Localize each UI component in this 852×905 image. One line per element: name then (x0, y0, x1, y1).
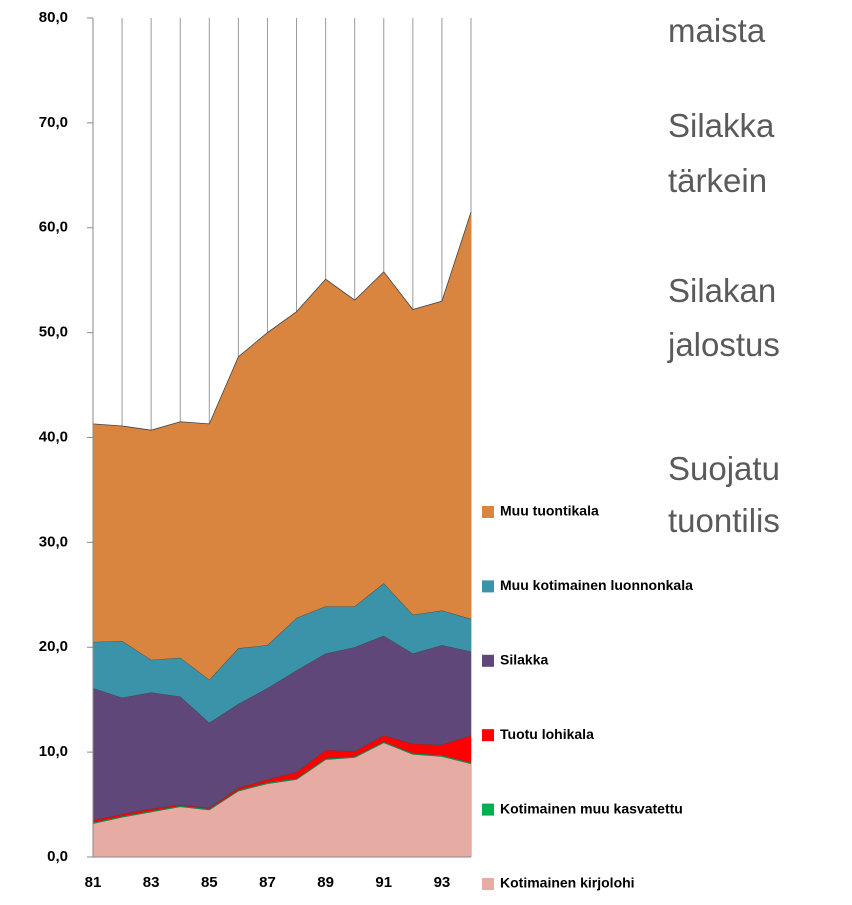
area (93, 742, 471, 857)
legend-label: Kotimainen kirjolohi (500, 875, 635, 891)
side-text: maista (668, 12, 766, 49)
area-edge (92, 741, 472, 823)
y-tick-label: 30,0 (39, 533, 68, 550)
side-text: Silakan (668, 272, 776, 309)
x-tick-label: 91 (375, 874, 392, 891)
area (93, 635, 471, 821)
side-text: tärkein (668, 162, 767, 199)
legend-swatch (482, 654, 494, 667)
x-tick-label: 89 (317, 874, 334, 891)
x-tick-label: 85 (201, 874, 218, 891)
y-tick-label: 10,0 (39, 743, 68, 760)
legend-swatch (482, 803, 494, 816)
y-tick-label: 20,0 (39, 638, 68, 655)
area-edge (92, 211, 472, 431)
legend-label: Kotimainen muu kasvatettu (500, 800, 683, 816)
x-tick-label: 83 (143, 874, 160, 891)
x-tick-label: 93 (434, 874, 451, 891)
legend-label: Silakka (500, 652, 548, 668)
area-edge (92, 734, 472, 821)
y-tick-label: 50,0 (39, 324, 68, 341)
y-tick-label: 70,0 (39, 114, 68, 131)
side-text: Silakka (668, 107, 775, 144)
x-tick-label: 87 (259, 874, 276, 891)
y-tick-label: 40,0 (39, 428, 68, 445)
legend-swatch (482, 506, 494, 518)
area (93, 741, 471, 824)
legend-swatch (482, 878, 494, 890)
x-tick-label: 81 (85, 874, 102, 891)
legend-label: Muu kotimainen luonnonkala (500, 577, 693, 593)
side-text: tuontilis (668, 502, 780, 539)
area (93, 735, 471, 823)
y-tick-label: 60,0 (39, 219, 68, 236)
y-tick-label: 0,0 (47, 848, 68, 865)
legend-label: Muu tuontikala (500, 503, 599, 519)
legend-swatch (482, 729, 494, 742)
legend-label: Tuotu lohikala (500, 726, 594, 742)
y-tick-label: 80,0 (39, 9, 68, 26)
side-text: jalostus (667, 326, 780, 363)
area (93, 212, 471, 680)
area (93, 583, 471, 723)
legend-swatch (482, 580, 494, 593)
side-text: Suojatu (668, 450, 780, 487)
